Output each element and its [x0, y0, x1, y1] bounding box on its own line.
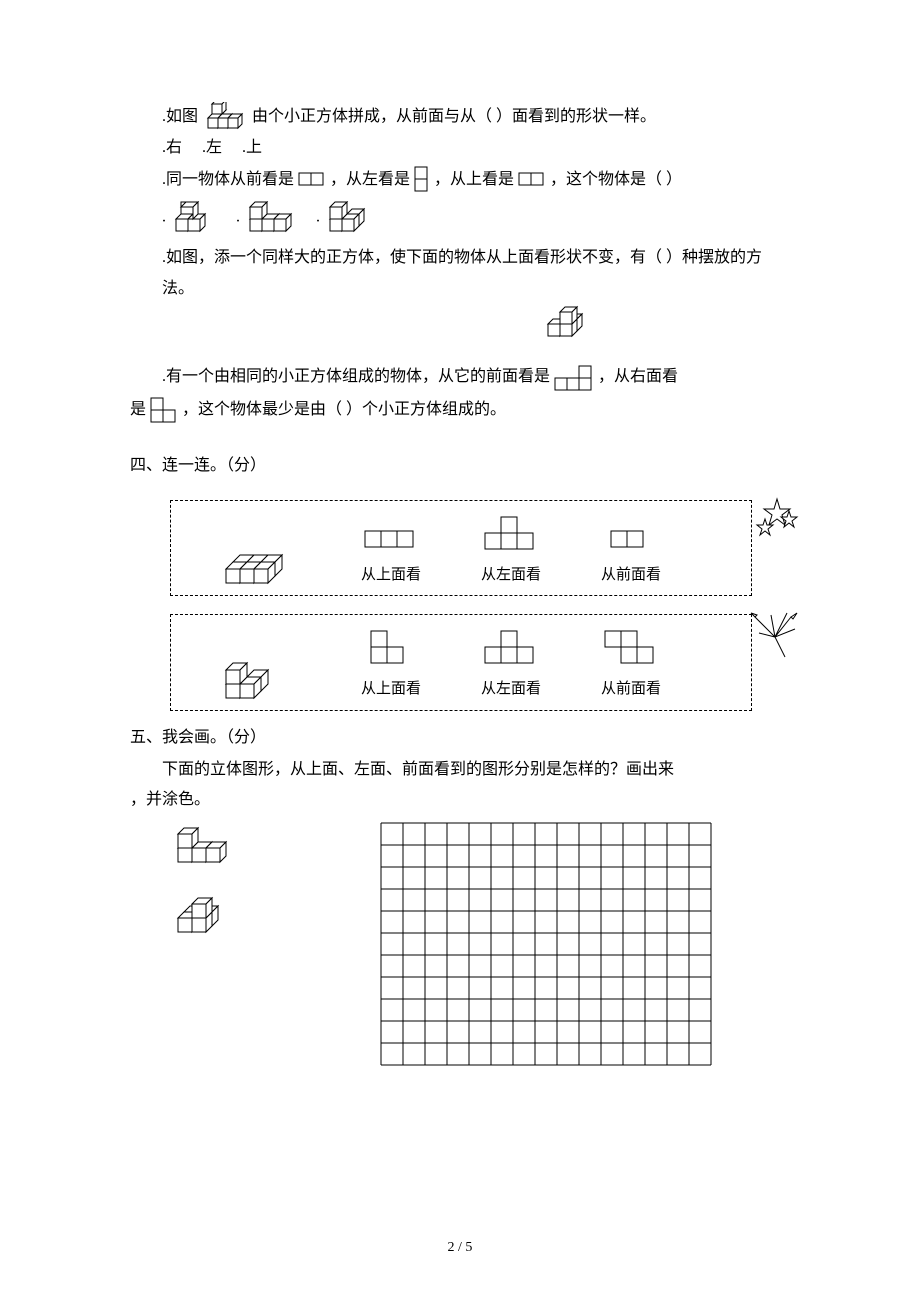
two-square-row-icon	[298, 165, 326, 195]
q2-prefix: .同一物体从前看是	[162, 171, 294, 188]
q3-text: .如图，添一个同样大的正方体，使下面的物体从上面看形状不变，有（ ）种摆放的方法…	[162, 249, 762, 296]
m2-view-left: 从左面看	[451, 629, 571, 704]
q4-front-view-icon	[554, 362, 594, 392]
m1-3d	[181, 545, 331, 589]
q4-l2a: 是	[130, 401, 146, 418]
m2-label-front: 从前面看	[571, 675, 691, 704]
page-footer: 2 / 5	[0, 1235, 920, 1262]
q1-prefix: .如图	[162, 108, 198, 125]
m1-view-top: 从上面看	[331, 524, 451, 589]
q3-cube-icon	[542, 304, 598, 340]
q2-mid2: ，从上看是	[434, 171, 514, 188]
q3-figure	[350, 304, 790, 340]
section-5-title: 五、我会画。（分）	[130, 723, 790, 753]
q1-options: .右 .左 .上	[162, 133, 790, 163]
two-square-row2-icon	[518, 165, 546, 195]
grid-icon	[380, 822, 712, 1066]
q4-l2b: ，这个物体最少是由（ ）个小正方体组成的。	[182, 401, 506, 418]
sec5-intro-tail: ，并涂色。	[130, 785, 790, 815]
m1-view-front: 从前面看	[571, 524, 691, 589]
question-4-line1: .有一个由相同的小正方体组成的物体，从它的前面看是 ，从右面看	[162, 362, 790, 393]
q2-dot-a: .	[162, 209, 166, 226]
m1-view-left: 从左面看	[451, 515, 571, 590]
match-box-1: 从上面看 从左面看 从前面看	[170, 500, 752, 597]
cube-shape-icon	[202, 102, 248, 132]
q1-opt-b: .左	[202, 139, 222, 156]
m1-cube-icon	[216, 545, 296, 589]
m2-label-top: 从上面看	[331, 675, 451, 704]
sec5-shapes-column	[130, 822, 380, 964]
m2-3d	[181, 650, 331, 704]
m2-label-left: 从左面看	[451, 675, 571, 704]
two-square-col-icon	[414, 165, 430, 195]
q2-dot-b: .	[236, 209, 240, 226]
page: .如图	[0, 0, 920, 1302]
cube-option-a-icon	[170, 201, 220, 233]
q4-l1b: ，从右面看	[598, 368, 678, 385]
m2-cube-icon	[216, 650, 296, 704]
q4-l1a: .有一个由相同的小正方体组成的物体，从它的前面看是	[162, 368, 550, 385]
sec5-intro: 下面的立体图形，从上面、左面、前面看到的图形分别是怎样的？画出来	[162, 755, 790, 785]
q1-opt-c: .上	[242, 139, 262, 156]
question-3: .如图，添一个同样大的正方体，使下面的物体从上面看形状不变，有（ ）种摆放的方法…	[162, 243, 790, 304]
sec5-shape1-icon	[170, 824, 246, 868]
question-1: .如图	[162, 102, 790, 133]
cube-option-b-icon	[244, 201, 300, 233]
question-2: .同一物体从前看是 ，从左看是 ，从上看是 ，这个物体是（ ）	[162, 165, 790, 196]
sec5-shape-1	[170, 824, 380, 868]
q2-dot-c: .	[316, 209, 320, 226]
section-4-title: 四、连一连。（分）	[130, 451, 790, 481]
q4-right-view-icon	[150, 395, 178, 425]
sec5-shape2-icon	[170, 894, 238, 938]
match-box-2: 从上面看 从左面看 从前面看	[170, 614, 752, 711]
q1-opt-a: .右	[162, 139, 182, 156]
q2-options: . . .	[162, 201, 790, 233]
sec5-shape-2	[170, 894, 380, 938]
m2-view-front: 从前面看	[571, 629, 691, 704]
m1-label-left: 从左面看	[451, 561, 571, 590]
m2-view-top: 从上面看	[331, 629, 451, 704]
question-4-line2: 是 ，这个物体最少是由（ ）个小正方体组成的。	[130, 395, 790, 426]
q2-mid1: ，从左看是	[330, 171, 410, 188]
firework-decoration-icon	[749, 611, 801, 663]
m1-label-top: 从上面看	[331, 561, 451, 590]
star-decoration-icon	[753, 497, 801, 545]
m1-label-front: 从前面看	[571, 561, 691, 590]
cube-option-c-icon	[324, 201, 374, 233]
q1-tail: 由个小正方体拼成，从前面与从（ ）面看到的形状一样。	[252, 108, 656, 125]
q2-tail: ，这个物体是（ ）	[550, 171, 682, 188]
answer-grid	[380, 822, 712, 1066]
